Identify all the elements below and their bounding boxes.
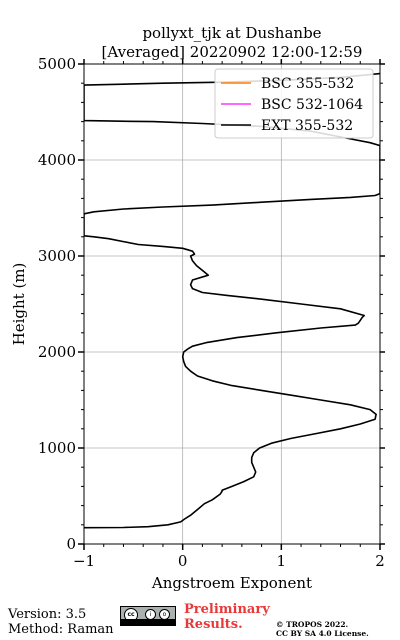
copyright-line-1: © TROPOS 2022.	[276, 620, 349, 629]
chart-subtitle: [Averaged] 20220902 12:00-12:59	[102, 43, 363, 61]
chart-title: pollyxt_tjk at Dushanbe	[142, 24, 321, 42]
preliminary-line-2: Results.	[184, 617, 243, 632]
x-tick-label: −1	[73, 552, 95, 570]
x-tick-label: 0	[178, 552, 188, 570]
legend-label-ext-355-532: EXT 355-532	[261, 118, 353, 134]
y-tick-label: 1000	[38, 439, 76, 457]
preliminary-results: Preliminary Results.	[184, 602, 270, 632]
legend-label-bsc-532-1064: BSC 532-1064	[261, 97, 363, 113]
legend-box	[214, 68, 374, 139]
preliminary-line-1: Preliminary	[184, 602, 270, 617]
y-tick-label: 5000	[38, 55, 76, 73]
y-tick-label: 3000	[38, 247, 76, 265]
y-tick-label: 4000	[38, 151, 76, 169]
plot-lines	[84, 72, 380, 529]
x-axis-label: Angstroem Exponent	[151, 574, 312, 592]
legend-label-bsc-355-532: BSC 355-532	[261, 76, 354, 92]
copyright-line-2: CC BY SA 4.0 License.	[276, 629, 369, 638]
version-text: Version: 3.5	[8, 607, 87, 622]
copyright-notice: © TROPOS 2022. CC BY SA 4.0 License.	[276, 620, 369, 638]
y-axis-label: Height (m)	[10, 263, 28, 346]
plot-frame	[83, 63, 381, 545]
x-tick-label: 1	[277, 552, 287, 570]
x-tick-label: 2	[375, 552, 385, 570]
cc-by-sa-icon: cc i o	[120, 606, 176, 626]
y-tick-label: 0	[66, 535, 76, 553]
y-tick-label: 2000	[38, 343, 76, 361]
axis-ticks	[78, 59, 385, 550]
method-text: Method: Raman	[8, 622, 114, 637]
legend: BSC 355-532 BSC 532-1064 EXT 355-532	[214, 68, 374, 139]
series-line-ext-355-532	[84, 72, 380, 529]
